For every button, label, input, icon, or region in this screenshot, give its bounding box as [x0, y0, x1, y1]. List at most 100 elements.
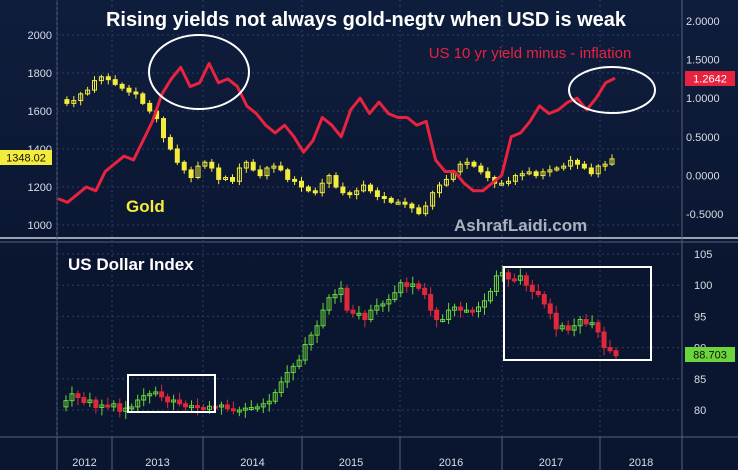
gold-candle	[581, 163, 587, 169]
gold-candle	[595, 165, 601, 175]
chart-title: Rising yields not always gold-negtv when…	[106, 9, 627, 31]
gold-candle	[257, 169, 263, 177]
yield-y-tick-label: 1.5000	[686, 55, 720, 67]
gold-candle	[464, 161, 470, 165]
gold-candle	[533, 171, 539, 177]
gold-candle	[216, 167, 222, 180]
gold-candle	[71, 100, 77, 104]
annotation-ellipse-right	[568, 66, 656, 114]
gold-candle	[437, 184, 442, 194]
usd-candle	[356, 312, 362, 316]
usd-candle	[386, 299, 392, 305]
usd-candle	[481, 300, 487, 308]
x-tick-label: 2014	[240, 457, 264, 469]
yield-y-tick-label: 1.0000	[686, 93, 720, 105]
gold-candle	[547, 169, 553, 173]
usd-candle	[183, 403, 189, 408]
usd-candle	[224, 404, 230, 410]
usd-candle	[242, 407, 248, 411]
gold-candle	[64, 99, 70, 104]
gold-candle	[285, 169, 291, 180]
usd-candle	[266, 400, 272, 405]
usd-candle	[153, 391, 159, 395]
usd-candle	[410, 283, 416, 287]
usd-candle	[165, 396, 171, 403]
gold-candle	[402, 201, 408, 205]
usd-candle	[464, 309, 470, 313]
gold-candle	[526, 171, 532, 175]
gold-candle	[92, 80, 97, 91]
gold-candle	[112, 79, 118, 85]
usd-candle	[171, 399, 177, 403]
usd-candle	[290, 365, 296, 374]
gold-candle	[333, 175, 339, 188]
gold-candle	[85, 89, 91, 95]
usd-candle	[218, 404, 224, 408]
usd-candle	[260, 403, 266, 408]
annotation-ellipse-left	[148, 34, 250, 110]
usd-candle	[272, 392, 278, 402]
gold-candle	[602, 163, 608, 167]
usd-candle	[69, 393, 75, 402]
usd-candle	[99, 404, 105, 409]
gold-candle	[512, 175, 518, 182]
usd-candle	[416, 283, 422, 289]
gold-candle	[140, 93, 146, 104]
usd-candle	[326, 297, 332, 311]
x-tick-label: 2017	[539, 457, 563, 469]
gold-candle	[271, 165, 277, 169]
usd-candle	[338, 287, 344, 296]
usd-candle	[440, 319, 446, 323]
usd-last-value: 88.703	[693, 350, 727, 362]
usd-candle	[129, 406, 135, 410]
gold-candle	[388, 197, 394, 203]
usd-candle	[589, 322, 595, 326]
usd-candle	[493, 275, 499, 292]
usd-candle	[302, 343, 308, 361]
gold-candle	[133, 91, 139, 95]
usd-candle	[374, 305, 380, 311]
usd-candle	[446, 309, 452, 321]
gold-y-tick-label: 1200	[28, 182, 52, 194]
usd-candle	[541, 294, 547, 305]
usd-candle	[529, 284, 535, 292]
usd-candle	[81, 397, 87, 404]
gold-candle	[312, 190, 318, 194]
usd-candle	[547, 303, 553, 314]
gold-candle	[347, 192, 353, 196]
gold-candle	[354, 190, 360, 196]
gold-candle	[540, 171, 546, 177]
gold-candle	[119, 83, 125, 89]
watermark: AshrafLaidi.com	[454, 216, 587, 235]
usd-candle	[308, 334, 314, 345]
gold-candle	[161, 118, 166, 139]
usd-candle	[553, 312, 559, 330]
gold-candle	[416, 207, 422, 215]
yield-y-tick-label: -0.5000	[686, 209, 723, 221]
gold-candle	[202, 161, 208, 167]
x-tick-label: 2013	[145, 457, 169, 469]
usd-candle	[206, 405, 212, 410]
usd-candle	[505, 272, 511, 280]
usd-candle	[565, 325, 571, 331]
usd-candle	[87, 399, 93, 404]
usd-candle	[434, 309, 440, 321]
usd-candle	[63, 400, 69, 408]
gold-candle	[368, 184, 373, 192]
usd-last-value-badge: 88.703	[685, 347, 735, 362]
gold-candle	[78, 93, 84, 102]
usd-candle	[380, 303, 386, 307]
yield-y-tick-label: 0.5000	[686, 132, 720, 144]
gold-candle	[236, 167, 242, 182]
gold-candle	[181, 161, 187, 171]
usd-candle	[607, 347, 613, 352]
gold-candle	[395, 201, 401, 205]
usd-candle	[613, 350, 619, 357]
gold-candle	[326, 175, 332, 184]
usd-candle	[487, 290, 493, 302]
yield-line-layer	[57, 62, 616, 204]
x-tick-label: 2016	[439, 457, 463, 469]
yield-line	[57, 62, 616, 204]
usd-candle	[422, 287, 428, 296]
